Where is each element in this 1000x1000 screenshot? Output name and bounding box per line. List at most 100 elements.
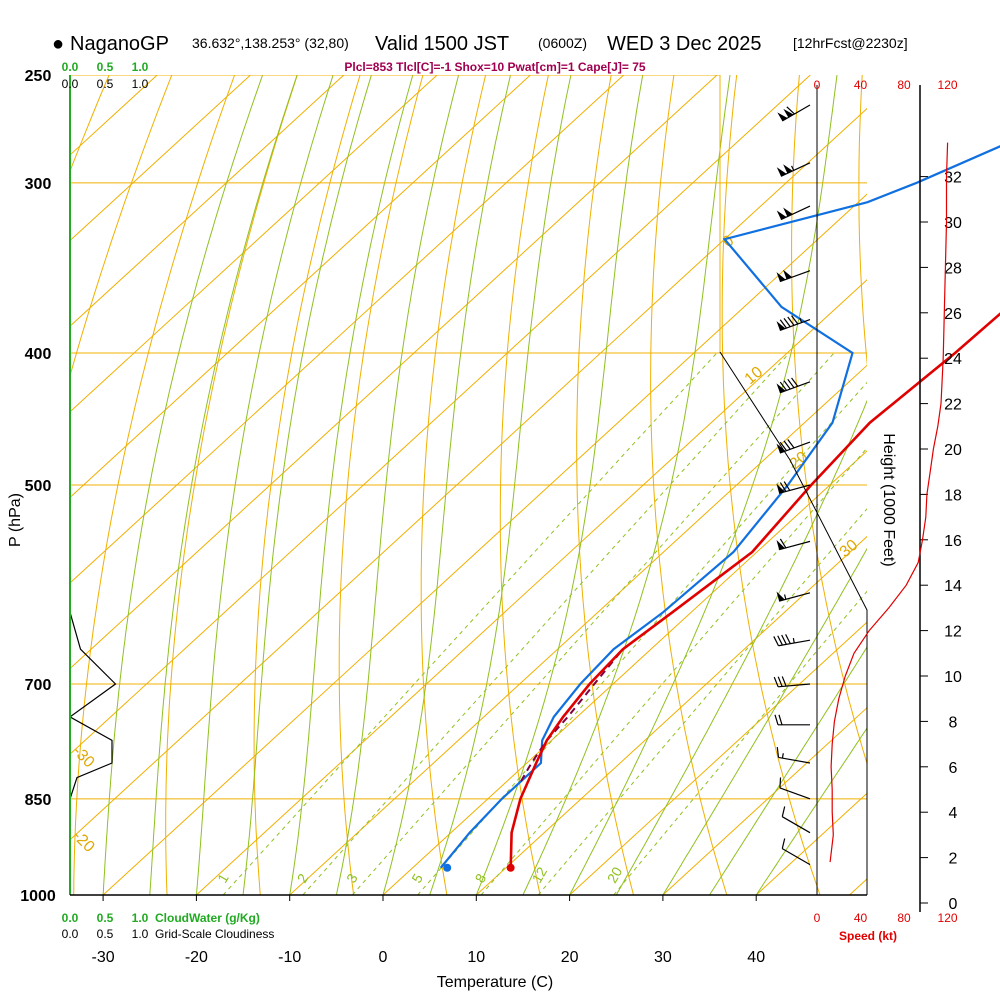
wind-barb [773,634,811,647]
moist-adiabat-line [195,75,334,895]
wind-barb [776,747,811,764]
cloudwater-tick-bottom: 1.0 [132,911,149,925]
moist-adiabat-line [102,75,264,895]
height-tick-label: 24 [944,351,962,368]
moist-adiabat-line [755,727,867,895]
height-tick-label: 14 [944,578,962,595]
station-name: NaganoGP [70,33,169,55]
mixing-ratio-label: 5 [408,871,426,886]
wind-speed-line [829,142,949,863]
wind-barb [777,104,811,122]
y-tick-label: 700 [25,677,52,694]
isotherm-line [70,75,438,413]
x-tick-label: 20 [561,949,579,966]
isotherm-line [70,75,251,242]
cloudwater-tick-bottom: 0.5 [97,911,114,925]
wind-barb [776,538,811,551]
speed-tick-bottom: 80 [897,911,911,925]
cloudiness-axis-label: Grid-Scale Cloudiness [155,927,274,941]
surface-temperature-dot [506,863,515,872]
height-tick-label: 26 [944,306,962,323]
moist-adiabat-line [662,547,867,895]
station-coords: 36.632°,138.253° (32,80) [192,35,349,51]
parcel-path-line [520,648,624,782]
isotherm-line [569,621,867,895]
mixing-ratio-line [537,508,867,895]
y-tick-label: 1000 [20,888,56,905]
height-tick-label: 8 [949,714,958,731]
isotherm-line [475,535,867,895]
cloudiness-tick-bottom: 1.0 [132,927,149,941]
moist-adiabat-line [475,75,644,895]
wind-barb [774,714,810,726]
y-tick-label: 500 [25,478,52,495]
height-tick-label: 0 [949,896,958,913]
y-axis-label: P (hPa) [7,493,24,547]
isotherm-line [662,707,867,895]
station-bullet: ● [52,33,64,55]
dry-adiabat-line [73,75,236,895]
x-tick-label: -30 [92,949,115,966]
valid-time: Valid 1500 JST [375,33,509,55]
x-axis-label: Temperature (C) [437,974,553,991]
dry-adiabat-line [253,75,361,895]
speed-tick-top: 0 [814,78,821,92]
dry-adiabat-line [721,75,821,895]
cloudwater-axis-label: CloudWater (g/Kg) [155,911,260,925]
moist-adiabat-line [382,75,511,895]
wind-barbs [773,104,811,866]
moist-adiabat-line [289,75,414,895]
surface-dewpoint-dot [443,863,452,872]
dry-adiabat-label: 10 [742,364,767,389]
height-tick-label: 22 [944,397,962,414]
x-tick-label: 30 [654,949,672,966]
dry-adiabat-line [499,75,549,895]
zulu-time: (0600Z) [538,35,587,51]
moist-adiabat-line [522,75,731,895]
wind-barb [781,806,811,834]
mixing-ratio-label: 12 [529,864,551,886]
height-tick-label: 16 [944,533,962,550]
height-tick-label: 10 [944,669,962,686]
cloudwater-tick-top: 0.5 [97,60,114,74]
y-tick-label: 300 [25,176,52,193]
x-tick-label: -20 [185,949,208,966]
height-tick-label: 20 [944,442,962,459]
wind-barb [776,439,811,454]
speed-tick-bottom: 120 [938,911,958,925]
cloudiness-tick-bottom: 0.5 [97,927,114,941]
y-tick-label: 400 [25,346,52,363]
wind-barb [773,676,811,688]
wind-barb [776,481,811,494]
mixing-ratio-label: 20 [604,864,626,886]
dry-adiabat-line [70,75,173,378]
mixing-ratio-line [613,590,867,895]
mixing-ratio-label: 2 [294,871,312,886]
height-tick-label: 4 [949,805,958,822]
wind-barb [781,838,811,866]
mixing-ratio-label: 8 [471,871,489,886]
axes: -30 -20 -10 0 10 20 30 402503004005007008501000… [20,60,765,966]
moist-adiabat-line [242,75,372,895]
speed-tick-top: 40 [854,78,868,92]
cloudiness-tick-top: 0.0 [62,77,79,91]
wind-barb [779,777,811,800]
height-tick-label: 28 [944,260,962,277]
dry-adiabat-line [576,75,634,895]
mixing-ratio-line [302,352,790,895]
y-tick-label: 850 [25,792,52,809]
mixing-ratio-line [222,352,718,895]
dry-adiabat-label: 0 [720,232,738,251]
speed-tick-bottom: 40 [854,911,868,925]
dry-adiabat-line [988,75,1000,895]
cloudwater-tick-top: 0.0 [62,60,79,74]
mixing-ratio-line [480,447,867,895]
valid-date: WED 3 Dec 2025 [607,33,762,55]
x-tick-label: 10 [467,949,485,966]
plot-frame [69,75,868,896]
x-tick-label: 0 [379,949,388,966]
moist-adiabat-line [335,75,460,895]
temperature-profile-line [509,312,1000,868]
